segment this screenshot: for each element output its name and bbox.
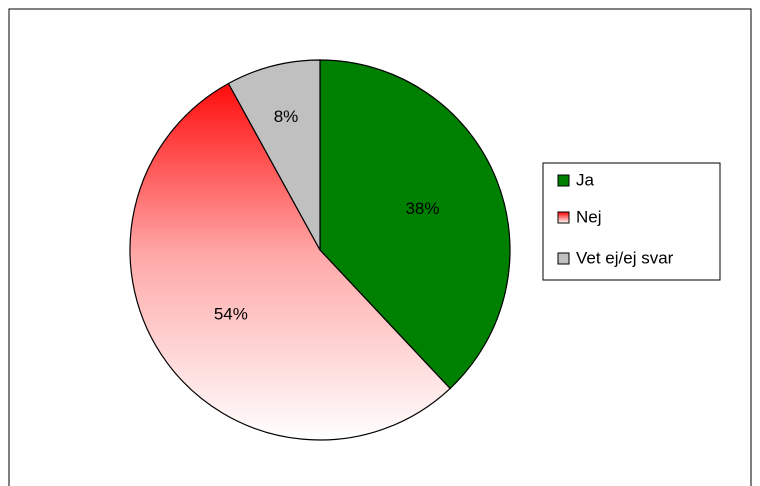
chart-frame (8, 8, 752, 486)
legend-swatch (557, 174, 570, 187)
legend-box (542, 162, 721, 281)
data-label: 54% (214, 304, 248, 323)
data-label: 8% (274, 107, 299, 126)
legend-label: Nej (576, 207, 602, 226)
legend-label: Ja (576, 170, 595, 189)
legend-label: Vet ej/ej svar (576, 248, 674, 267)
data-label: 38% (405, 199, 439, 218)
legend-swatch (557, 252, 570, 265)
pie-slice (227, 59, 321, 251)
pie-slice (319, 59, 511, 390)
pie-slice (129, 82, 451, 441)
legend-swatch (557, 211, 570, 224)
